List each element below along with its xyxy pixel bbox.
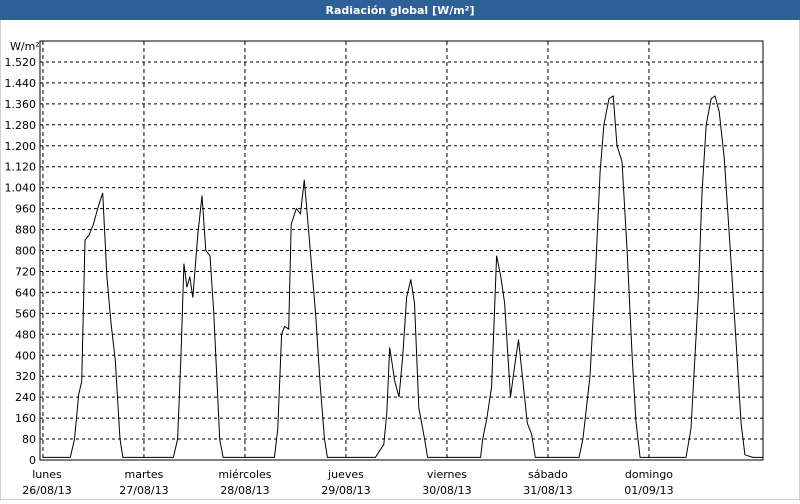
x-tick-label: jueves bbox=[327, 468, 364, 481]
title-bar bbox=[0, 0, 800, 20]
y-tick-label: 320 bbox=[15, 370, 36, 383]
y-tick-label: 480 bbox=[15, 328, 36, 341]
y-axis-label: W/m² bbox=[10, 40, 40, 53]
y-tick-label: 1.520 bbox=[5, 56, 37, 69]
y-tick-label: 960 bbox=[15, 203, 36, 216]
plot-border bbox=[39, 40, 764, 461]
x-tick-date: 30/08/13 bbox=[422, 484, 471, 497]
y-tick-label: 160 bbox=[15, 412, 36, 425]
y-tick-label: 1.200 bbox=[5, 140, 37, 153]
y-tick-label: 400 bbox=[15, 349, 36, 362]
y-tick-label: 1.120 bbox=[5, 161, 37, 174]
y-tick-label: 240 bbox=[15, 391, 36, 404]
x-tick-label: viernes bbox=[427, 468, 467, 481]
x-tick-date: 26/08/13 bbox=[22, 484, 71, 497]
y-tick-label: 880 bbox=[15, 224, 36, 237]
x-tick-label: lunes bbox=[32, 468, 62, 481]
y-tick-label: 1.040 bbox=[5, 182, 37, 195]
x-tick-date: 31/08/13 bbox=[523, 484, 572, 497]
y-tick-label: 1.360 bbox=[5, 98, 37, 111]
x-tick-label: martes bbox=[125, 468, 164, 481]
y-tick-label: 80 bbox=[22, 433, 36, 446]
x-tick-label: domingo bbox=[625, 468, 673, 481]
x-tick-date: 27/08/13 bbox=[119, 484, 168, 497]
x-tick-label: miércoles bbox=[218, 468, 271, 481]
y-tick-label: 720 bbox=[15, 265, 36, 278]
x-tick-date: 28/08/13 bbox=[220, 484, 269, 497]
y-tick-label: 640 bbox=[15, 286, 36, 299]
x-tick-date: 01/09/13 bbox=[624, 484, 673, 497]
y-tick-label: 1.280 bbox=[5, 119, 37, 132]
chart-title: Radiación global [W/m²] bbox=[325, 4, 474, 17]
x-tick-label: sábado bbox=[528, 468, 568, 481]
y-tick-label: 1.440 bbox=[5, 77, 37, 90]
y-tick-label: 800 bbox=[15, 245, 36, 258]
y-tick-label: 0 bbox=[29, 454, 36, 467]
x-tick-date: 29/08/13 bbox=[321, 484, 370, 497]
y-tick-label: 560 bbox=[15, 307, 36, 320]
data-line bbox=[42, 95, 763, 458]
